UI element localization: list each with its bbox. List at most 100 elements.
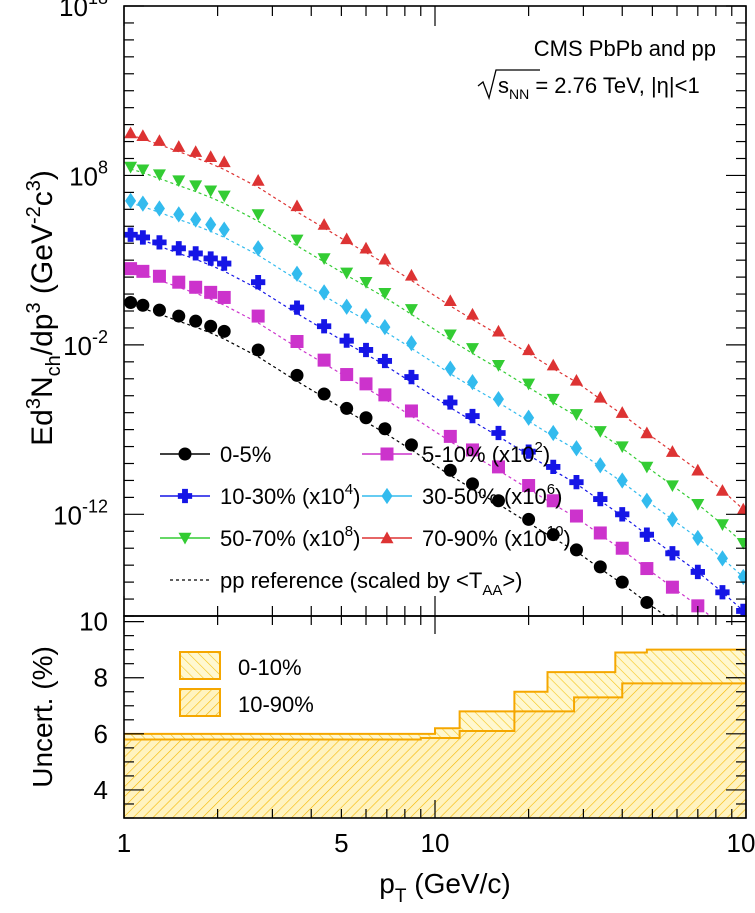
pp-reference-curves [130, 134, 744, 616]
x-tick-label: 10 [421, 828, 450, 858]
data-point [546, 393, 560, 406]
data-point [491, 460, 505, 474]
data-point [340, 401, 354, 415]
data-point [171, 241, 186, 256]
data-point [616, 472, 628, 489]
data-point [405, 335, 417, 352]
legend-label: 50-70% (x108) [220, 523, 360, 551]
uncertainty-panel: 4 6 8 10 1 5 10 102 Uncert. (%) 0-10% 10-90% p… [27, 607, 755, 907]
legend-label-0-10: 0-10% [238, 655, 302, 680]
data-point [443, 395, 458, 410]
data-point [640, 595, 654, 609]
data-point [136, 298, 150, 312]
data-point [491, 425, 506, 441]
uncertainty-tick-label: 8 [94, 663, 108, 693]
data-point [359, 276, 373, 289]
data-point [172, 309, 186, 323]
data-point [404, 404, 418, 418]
data-point [290, 368, 304, 382]
uncertainty-tick-label: 4 [94, 775, 108, 805]
data-point [289, 300, 305, 315]
data-point [546, 528, 560, 542]
uncertainty-tick-label: 10 [79, 607, 108, 637]
data-point [615, 575, 629, 589]
data-point [172, 140, 186, 152]
data-point [615, 507, 630, 522]
legend-label-10-90: 10-90% [238, 692, 314, 717]
data-point [465, 443, 479, 457]
data-point [152, 169, 166, 182]
data-point [691, 633, 704, 646]
data-point [359, 241, 373, 254]
data-point [737, 568, 746, 586]
data-point [341, 298, 353, 315]
x-tick-label: 102 [727, 824, 755, 858]
data-point [715, 585, 730, 600]
data-point [665, 580, 679, 594]
legend-label: 70-90% (x1010) [422, 523, 571, 551]
data-point [692, 529, 704, 547]
data-point [491, 494, 505, 508]
legend-label: 5-10% (x102) [422, 439, 550, 467]
pp-reference-line [130, 270, 712, 616]
data-point [317, 353, 331, 367]
data-point [378, 422, 392, 436]
data-point [640, 562, 654, 576]
data-point [715, 484, 729, 496]
spectra-panel: 1018 108 10-2 10-12 Ed3Nch/dp3 (GeV-2c3) CM… [23, 0, 747, 646]
data-point [189, 180, 203, 193]
data-point [124, 126, 138, 139]
data-point [359, 411, 373, 425]
data-point [218, 221, 230, 238]
data-point [378, 388, 392, 402]
data-point [736, 502, 746, 515]
data-point [466, 374, 479, 391]
data-point [691, 599, 705, 613]
data-point [318, 284, 330, 301]
data-point [594, 457, 606, 474]
data-point [569, 373, 583, 386]
data-point [173, 206, 185, 223]
uncertainty-axis-title: Uncert. (%) [27, 646, 58, 788]
spectra-markers [124, 126, 746, 646]
x-tick-labels: 1 5 10 102 [117, 824, 755, 858]
data-point [640, 426, 654, 439]
data-point [360, 307, 372, 325]
data-point [291, 265, 303, 282]
data-point [736, 537, 746, 550]
legend: 0-5% 5-10% (x102) 10-30% (x104) 30-50% (x10… [160, 439, 571, 599]
bottom-axis-ticks [123, 616, 747, 819]
data-point [290, 199, 304, 212]
data-point [124, 227, 138, 242]
data-point [523, 409, 535, 426]
data-point [137, 195, 149, 212]
data-point [204, 319, 218, 333]
data-point [189, 280, 203, 294]
data-point [404, 438, 418, 452]
data-point [251, 174, 265, 186]
data-point [491, 324, 505, 337]
data-point [546, 459, 561, 475]
data-point [136, 164, 150, 177]
data-point [522, 479, 536, 493]
data-point [690, 564, 705, 580]
data-point [615, 406, 629, 418]
data-point [135, 230, 151, 245]
data-point [317, 218, 331, 230]
legend-label: 30-50% (x106) [422, 481, 562, 509]
data-point [640, 461, 654, 474]
data-point [359, 377, 373, 391]
uncertainty-band-10-90 [124, 679, 746, 818]
data-point [443, 294, 457, 307]
data-point [125, 192, 137, 209]
uncertainty-tick-labels: 4 6 8 10 [79, 607, 108, 805]
data-point [691, 498, 705, 511]
pp-reference-line [130, 202, 744, 578]
uncertainty-legend: 0-10% 10-90% [179, 651, 314, 717]
legend-swatch-10-90 [179, 688, 221, 717]
legend-label: 0-5% [220, 442, 271, 467]
legend-label: 10-30% (x104) [220, 481, 360, 509]
data-point [152, 235, 167, 250]
data-point [569, 474, 584, 490]
data-point [251, 275, 266, 290]
